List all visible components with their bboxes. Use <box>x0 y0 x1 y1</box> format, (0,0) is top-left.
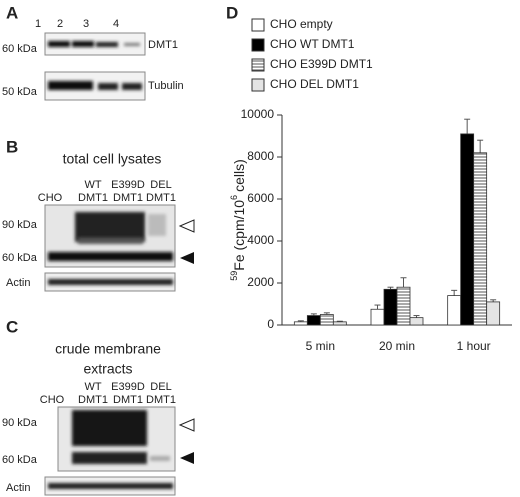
marker-label: 90 kDa <box>2 219 38 231</box>
column-label: E399D <box>111 179 145 191</box>
lane-number: 3 <box>83 18 89 30</box>
bar <box>486 301 501 326</box>
column-label: CHO <box>40 394 65 406</box>
panel-label: D <box>226 3 238 22</box>
legend-label: CHO WT DMT1 <box>270 37 355 51</box>
blot-label: Tubulin <box>148 80 184 92</box>
y-axis-label-isotope: 59 <box>229 271 239 281</box>
blot <box>57 406 176 472</box>
y-axis-label-exponent: 6 <box>229 195 239 200</box>
blot-label: DMT1 <box>148 39 178 51</box>
legend-swatch <box>251 18 265 32</box>
legend-label: CHO E399D DMT1 <box>270 57 373 71</box>
x-tick-label: 1 hour <box>457 339 491 353</box>
column-label: DMT1 <box>146 192 176 204</box>
column-label: DMT1 <box>78 192 108 204</box>
bar <box>319 314 334 326</box>
lane-number: 1 <box>35 18 41 30</box>
open-arrowhead <box>178 219 195 233</box>
blot <box>44 204 176 268</box>
x-tick-label: 5 min <box>306 339 335 353</box>
marker-label: 60 kDa <box>2 454 38 466</box>
bar <box>473 152 488 326</box>
lane-number: 2 <box>57 18 63 30</box>
y-axis-label: 59Fe (cpm/106 cells) <box>229 159 246 281</box>
legend-swatch <box>251 78 265 92</box>
column-label: DEL <box>150 381 171 393</box>
blot <box>44 272 176 292</box>
panel-title: crude membrane <box>55 341 161 357</box>
legend-swatch <box>251 58 265 72</box>
filled-arrowhead <box>180 252 194 264</box>
open-arrowhead <box>178 418 195 432</box>
y-tick-label: 0 <box>267 317 274 331</box>
bar <box>409 317 424 326</box>
x-tick-label: 20 min <box>379 339 415 353</box>
panel-title: extracts <box>83 361 132 377</box>
bar <box>383 288 398 326</box>
blot <box>44 32 146 56</box>
y-tick-label: 6000 <box>247 191 274 205</box>
loading-label: Actin <box>6 277 30 289</box>
marker-label: 50 kDa <box>2 86 38 98</box>
column-label: E399D <box>111 381 145 393</box>
marker-label: 90 kDa <box>2 417 38 429</box>
loading-label: Actin <box>6 482 30 494</box>
y-axis-label-text: Fe (cpm/10 <box>231 200 247 271</box>
lane-number: 4 <box>113 18 119 30</box>
bar <box>306 315 321 326</box>
legend-swatch <box>251 38 265 52</box>
column-label: CHO <box>38 192 63 204</box>
bar <box>396 286 411 326</box>
blot <box>44 71 146 101</box>
bar <box>447 295 462 326</box>
y-tick-label: 10000 <box>241 107 275 121</box>
panel-title: total cell lysates <box>63 151 162 167</box>
marker-label: 60 kDa <box>2 252 38 264</box>
bar <box>460 133 475 326</box>
panel-label: C <box>6 317 18 336</box>
blot <box>44 476 176 496</box>
column-label: DMT1 <box>113 192 143 204</box>
marker-label: 60 kDa <box>2 43 38 55</box>
column-label: WT <box>84 179 101 191</box>
column-label: DMT1 <box>113 394 143 406</box>
legend-label: CHO DEL DMT1 <box>270 77 359 91</box>
panel-label: A <box>6 3 18 22</box>
y-tick-label: 8000 <box>247 149 274 163</box>
column-label: WT <box>84 381 101 393</box>
column-label: DMT1 <box>78 394 108 406</box>
bar <box>370 308 385 326</box>
filled-arrowhead <box>180 452 194 464</box>
legend-label: CHO empty <box>270 17 333 31</box>
y-tick-label: 2000 <box>247 275 274 289</box>
bar <box>332 321 347 326</box>
y-axis-label-unit: cells) <box>231 159 247 192</box>
bar <box>293 321 308 326</box>
y-tick-label: 4000 <box>247 233 274 247</box>
column-label: DEL <box>150 179 171 191</box>
panel-label: B <box>6 137 18 156</box>
bar-chart: CHO empty CHO WT DMT1 CHO E399D DMT1 CHO DE… <box>241 17 512 353</box>
column-label: DMT1 <box>146 394 176 406</box>
